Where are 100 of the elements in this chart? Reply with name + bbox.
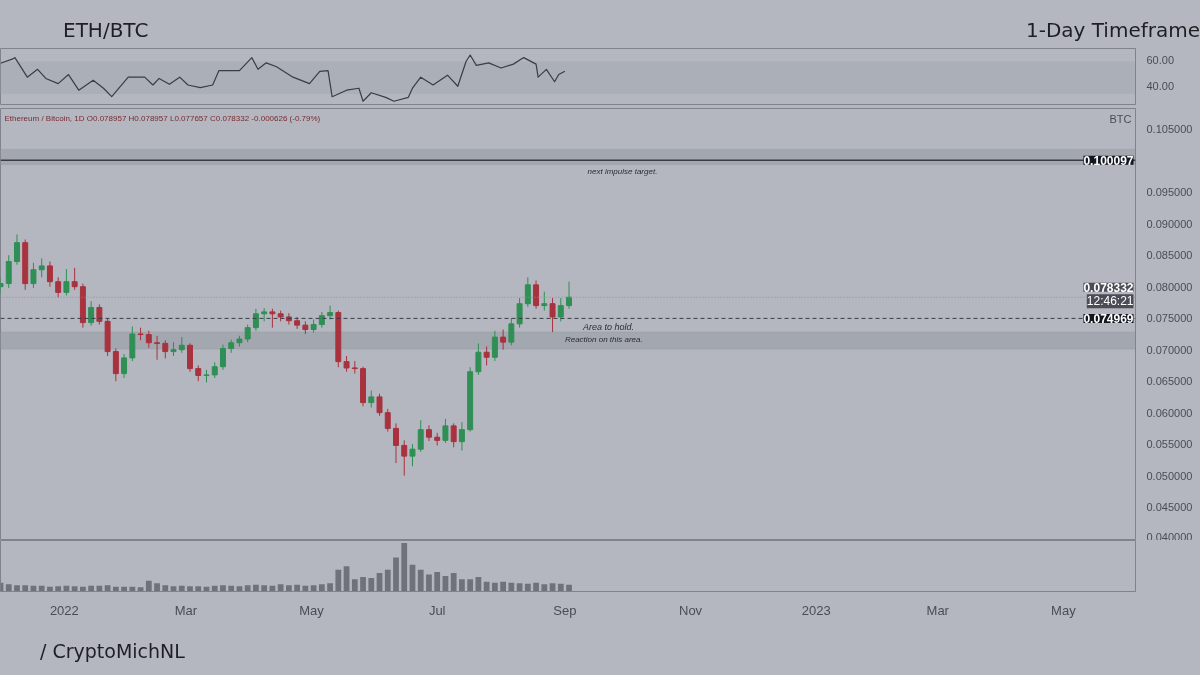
band-label: next impulse target. bbox=[587, 166, 658, 176]
candlestick bbox=[46, 261, 53, 288]
bar bbox=[71, 586, 78, 592]
ref-line-label: 0.100097 bbox=[1083, 153, 1134, 168]
bar bbox=[384, 569, 391, 592]
y-tick-label: 0.095000 bbox=[1146, 186, 1193, 199]
bar bbox=[508, 582, 515, 592]
y-tick-label: 0.040000 bbox=[1146, 530, 1193, 543]
bar bbox=[524, 583, 531, 592]
bar bbox=[467, 579, 474, 592]
annotation: Area to hold. bbox=[582, 322, 635, 333]
y-tick-label: 0.080000 bbox=[1146, 280, 1193, 293]
bar bbox=[566, 584, 572, 592]
bar bbox=[557, 583, 564, 592]
x-tick-label: May bbox=[1051, 602, 1077, 618]
bar bbox=[401, 542, 408, 592]
candlestick bbox=[129, 325, 136, 362]
candlestick bbox=[401, 439, 408, 477]
bar bbox=[335, 569, 342, 592]
candlestick bbox=[71, 267, 78, 291]
candlestick bbox=[63, 268, 70, 297]
bar bbox=[5, 584, 12, 592]
candlestick bbox=[384, 408, 391, 433]
bar bbox=[154, 583, 160, 592]
bar bbox=[55, 586, 62, 592]
candlestick bbox=[154, 335, 161, 361]
chart-title: ETH/BTC bbox=[63, 17, 149, 44]
y-tick-label: 60.00 bbox=[1146, 54, 1175, 67]
bar bbox=[417, 569, 424, 592]
candlestick bbox=[508, 317, 515, 346]
y-tick-label: 0.065000 bbox=[1146, 375, 1193, 388]
line-series bbox=[0, 54, 566, 102]
candlestick bbox=[162, 339, 169, 360]
band-label: Reaction on this area. bbox=[564, 335, 643, 345]
bar bbox=[500, 581, 506, 592]
bar bbox=[187, 586, 193, 592]
bar bbox=[244, 585, 251, 592]
candlestick bbox=[549, 297, 556, 333]
candlestick bbox=[524, 276, 531, 308]
ref-line-label: 0.074969 bbox=[1083, 311, 1134, 326]
x-tick-label: May bbox=[299, 602, 325, 618]
candlestick bbox=[269, 308, 276, 329]
bar bbox=[450, 573, 457, 592]
bar bbox=[277, 584, 284, 592]
bar bbox=[533, 582, 539, 592]
text: / CryptoMichNL bbox=[40, 639, 185, 664]
x-tick-label: Nov bbox=[679, 602, 703, 618]
x-tick-label: Jul bbox=[428, 602, 446, 618]
candlestick bbox=[541, 291, 548, 312]
candlestick bbox=[393, 422, 399, 464]
candlestick bbox=[458, 421, 465, 451]
candlestick bbox=[220, 344, 226, 371]
bar bbox=[393, 557, 399, 592]
y-tick-label: 0.105000 bbox=[1146, 123, 1193, 136]
bar bbox=[327, 583, 333, 592]
y-tick-label: 40.00 bbox=[1146, 80, 1175, 93]
candlestick bbox=[121, 353, 128, 379]
bar bbox=[145, 580, 152, 592]
candlestick bbox=[187, 342, 193, 373]
candlestick bbox=[38, 257, 45, 278]
bar bbox=[22, 585, 29, 592]
y-tick-label: 0.085000 bbox=[1146, 249, 1193, 262]
candlestick bbox=[55, 276, 62, 298]
bar bbox=[483, 581, 490, 592]
bar bbox=[14, 585, 20, 592]
y-tick-label: 0.070000 bbox=[1146, 343, 1193, 356]
bar bbox=[360, 576, 366, 592]
y-axis-title: BTC bbox=[1109, 112, 1132, 125]
y-tick-label: 0.075000 bbox=[1146, 312, 1193, 325]
x-tick-label: Sep bbox=[553, 602, 577, 618]
bar bbox=[294, 584, 301, 592]
annotation: Ethereum / Bitcoin, 1D O0.078957 H0.078957 L0.077657 C0.078332 -0.000626 (-0.79%) bbox=[4, 113, 321, 123]
candlestick bbox=[88, 300, 95, 327]
candlestick bbox=[30, 262, 37, 289]
bar bbox=[195, 586, 202, 592]
bar bbox=[368, 577, 375, 592]
bar bbox=[459, 579, 465, 592]
bar bbox=[318, 584, 325, 592]
x-tick-label: 2023 bbox=[801, 602, 831, 618]
candlestick bbox=[516, 297, 523, 329]
candlestick bbox=[442, 418, 449, 444]
candlestick bbox=[112, 347, 119, 382]
y-tick-label: 0.050000 bbox=[1146, 469, 1193, 482]
x-tick-label: Mar bbox=[174, 602, 198, 618]
bar bbox=[220, 585, 226, 592]
y-tick-label: 0.090000 bbox=[1146, 217, 1193, 230]
candlestick bbox=[566, 281, 572, 310]
annotation: 12:46:21 bbox=[1086, 294, 1134, 309]
y-tick-label: 0.045000 bbox=[1146, 501, 1193, 514]
candlestick bbox=[285, 312, 292, 325]
candlestick bbox=[557, 297, 564, 322]
candlestick bbox=[491, 330, 498, 362]
candlestick bbox=[376, 393, 383, 417]
chart-subtitle: 1-Day Timeframe bbox=[1025, 17, 1200, 44]
y-tick-label: 0.055000 bbox=[1146, 438, 1193, 451]
candlestick bbox=[14, 233, 20, 266]
candlestick bbox=[327, 305, 334, 320]
bar bbox=[434, 572, 441, 592]
y-tick-label: 0.060000 bbox=[1146, 406, 1193, 419]
ref-line-label: 0.078332 bbox=[1083, 280, 1134, 295]
